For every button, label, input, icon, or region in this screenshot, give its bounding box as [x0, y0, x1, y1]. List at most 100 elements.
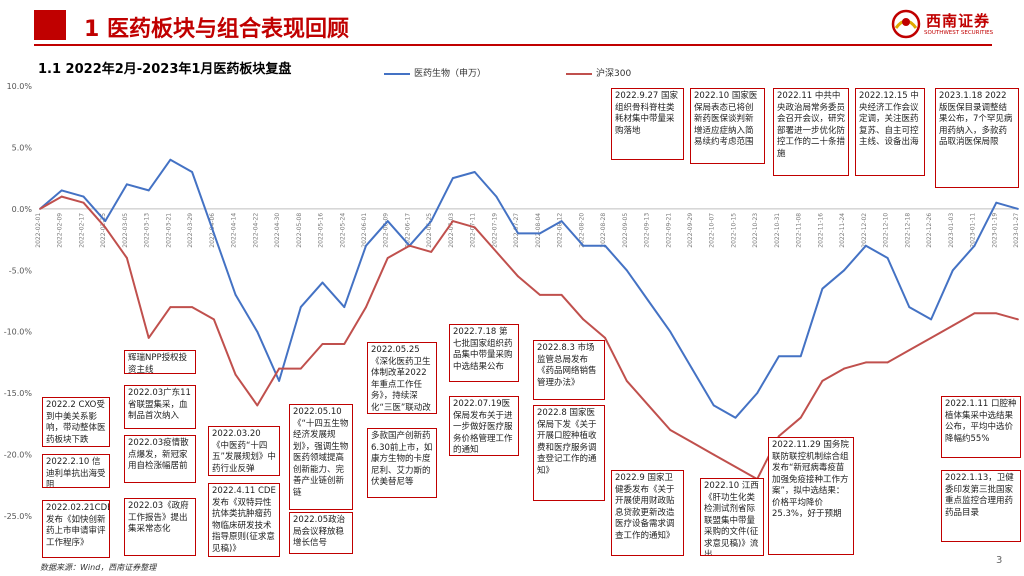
data-point-pharma	[864, 244, 867, 247]
data-point-hs300	[625, 379, 628, 382]
x-tick-label: 2022-04-22	[252, 213, 259, 248]
data-point-hs300	[951, 324, 954, 327]
data-point-hs300	[647, 404, 650, 407]
data-point-pharma	[799, 355, 802, 358]
x-tick-label: 2022-06-17	[404, 213, 411, 248]
x-tick-label: 2022-04-30	[274, 213, 281, 248]
annotation-box: 2022.12.15 中央经济工作会议定调，关注医药复苏、自主可控主线、设备出海	[855, 88, 925, 176]
data-point-hs300	[191, 306, 194, 309]
data-point-hs300	[365, 306, 367, 309]
y-tick-label: -25.0%	[4, 512, 33, 521]
data-point-pharma	[756, 392, 759, 395]
x-tick-label: 2022-04-14	[231, 213, 238, 248]
x-tick-label: 2022-08-04	[535, 213, 542, 248]
x-tick-label: 2022-09-29	[687, 213, 694, 248]
data-point-hs300	[343, 343, 346, 345]
data-point-pharma	[951, 269, 954, 272]
data-point-pharma	[625, 269, 628, 272]
data-point-hs300	[430, 250, 433, 253]
data-point-hs300	[386, 257, 389, 259]
data-point-pharma	[647, 300, 650, 302]
annotation-box: 2022.05.10《“十四五生物经济发展规划》，强调生物医药领域提高创新能力、…	[289, 404, 353, 510]
data-point-pharma	[995, 201, 998, 204]
y-tick-label: -20.0%	[4, 451, 33, 460]
data-point-hs300	[973, 312, 976, 315]
x-tick-label: 2022-08-20	[578, 213, 585, 248]
x-tick-label: 2022-03-05	[122, 213, 129, 248]
x-tick-label: 2022-12-10	[883, 213, 890, 248]
data-point-hs300	[560, 293, 563, 296]
annotation-box: 2022.05.25《深化医药卫生体制改革2022年重点工作任务》，持续深化“三…	[367, 342, 437, 414]
data-point-pharma	[386, 220, 389, 223]
header-divider	[34, 44, 992, 46]
data-point-hs300	[712, 453, 715, 456]
data-point-hs300	[473, 226, 476, 229]
data-point-pharma	[973, 244, 976, 247]
data-point-hs300	[538, 293, 541, 296]
x-tick-label: 2022-12-02	[861, 213, 868, 248]
data-point-pharma	[734, 416, 737, 419]
data-point-hs300	[908, 349, 911, 352]
x-tick-label: 2022-02-09	[57, 213, 64, 248]
data-point-pharma	[212, 232, 215, 235]
x-tick-label: 2022-12-18	[904, 213, 911, 248]
data-point-hs300	[299, 367, 302, 370]
data-point-hs300	[843, 367, 846, 370]
x-tick-label: 2022-02-25	[100, 213, 107, 248]
annotation-box: 多款国产创新药6.30前上市，如康方生物的卡度尼利、艾力斯的伏美替尼等	[367, 428, 437, 498]
data-point-pharma	[452, 177, 454, 180]
annotation-box: 2022.10 国家医保局表态已将创新药医保谈判新增适应症纳入简易续约考虑范围	[690, 88, 765, 164]
x-tick-label: 2022-12-26	[926, 213, 933, 248]
data-point-pharma	[256, 330, 259, 333]
annotation-box: 2022.1.13，卫健委印发第三批国家重点监控合理用药药品目录	[941, 470, 1021, 542]
data-point-pharma	[778, 355, 780, 358]
data-point-pharma	[908, 306, 911, 309]
annotation-box: 2022.8 国家医保局下发《关于开展口腔种植收费和医疗服务调查登记工作的通知》	[533, 405, 605, 501]
x-tick-label: 2022-08-28	[600, 213, 607, 248]
y-tick-label: 10.0%	[7, 82, 33, 91]
annotation-box: 2022.02.21CDE发布《如快创新药上市申请审评工作程序》	[42, 500, 110, 558]
annotation-box: 2022.7.18 第七批国家组织药品集中带量采购中选结果公布	[449, 324, 519, 382]
title-accent-block	[34, 10, 66, 40]
data-point-hs300	[39, 207, 41, 210]
data-point-pharma	[669, 330, 672, 333]
series-line-hs300	[39, 195, 1019, 481]
x-tick-label: 2023-01-19	[991, 213, 998, 248]
data-point-pharma	[321, 281, 324, 284]
y-tick-label: -5.0%	[9, 266, 33, 275]
data-point-pharma	[191, 171, 194, 173]
annotation-box: 辉瑞NPP授权投资主线	[124, 350, 196, 374]
x-tick-label: 2022-08-12	[557, 213, 564, 248]
x-tick-label: 2022-10-07	[709, 213, 716, 248]
data-point-hs300	[82, 201, 85, 204]
annotation-box: 2022.2.10 信迪利单抗出海受阻	[42, 454, 110, 488]
annotation-box: 2023.1.18 2022版医保目录调整结果公布，7个罕见病用药纳入，多款药品…	[935, 88, 1019, 188]
data-point-pharma	[278, 379, 280, 382]
data-point-hs300	[886, 361, 889, 364]
annotation-box: 2022.03《政府工作报告》提出集采常态化	[124, 498, 196, 556]
y-tick-label: -10.0%	[4, 328, 33, 337]
x-tick-label: 2022-05-24	[339, 213, 346, 248]
annotation-box: 2022.05政治局会议释放稳增长信号	[289, 512, 353, 554]
legend-label-pharma: 医药生物（申万）	[414, 69, 487, 79]
legend-item-pharma: 医药生物（申万）	[384, 66, 486, 79]
legend-swatch-hs300	[566, 72, 592, 75]
data-point-pharma	[495, 195, 498, 198]
x-tick-label: 2022-06-01	[361, 213, 368, 248]
data-point-hs300	[278, 367, 280, 370]
x-tick-label: 2022-11-16	[817, 213, 824, 248]
x-tick-label: 2022-09-05	[622, 213, 629, 248]
data-point-pharma	[126, 183, 128, 186]
data-point-pharma	[691, 367, 693, 370]
annotation-box: 2022.10 江西《肝功生化类检测试剂省际联盟集中带量采购的文件(征求意见稿)…	[700, 478, 764, 556]
data-point-hs300	[930, 336, 932, 339]
y-tick-label: 5.0%	[12, 143, 33, 152]
page-title: 1 医药板块与组合表现回顾	[84, 17, 349, 42]
x-tick-label: 2022-05-16	[318, 213, 325, 248]
data-point-pharma	[430, 220, 433, 223]
logo-emblem-icon	[891, 9, 921, 39]
annotation-box: 2022.03疫情散点爆发，新冠家用自检涨幅居前	[124, 435, 196, 483]
annotation-box: 2022.11.29 国务院联防联控机制综合组发布“新冠病毒疫苗加强免疫接种工作…	[768, 437, 854, 555]
x-tick-label: 2022-10-31	[774, 213, 781, 248]
logo-subtext: SOUTHWEST SECURITIES	[924, 30, 994, 36]
